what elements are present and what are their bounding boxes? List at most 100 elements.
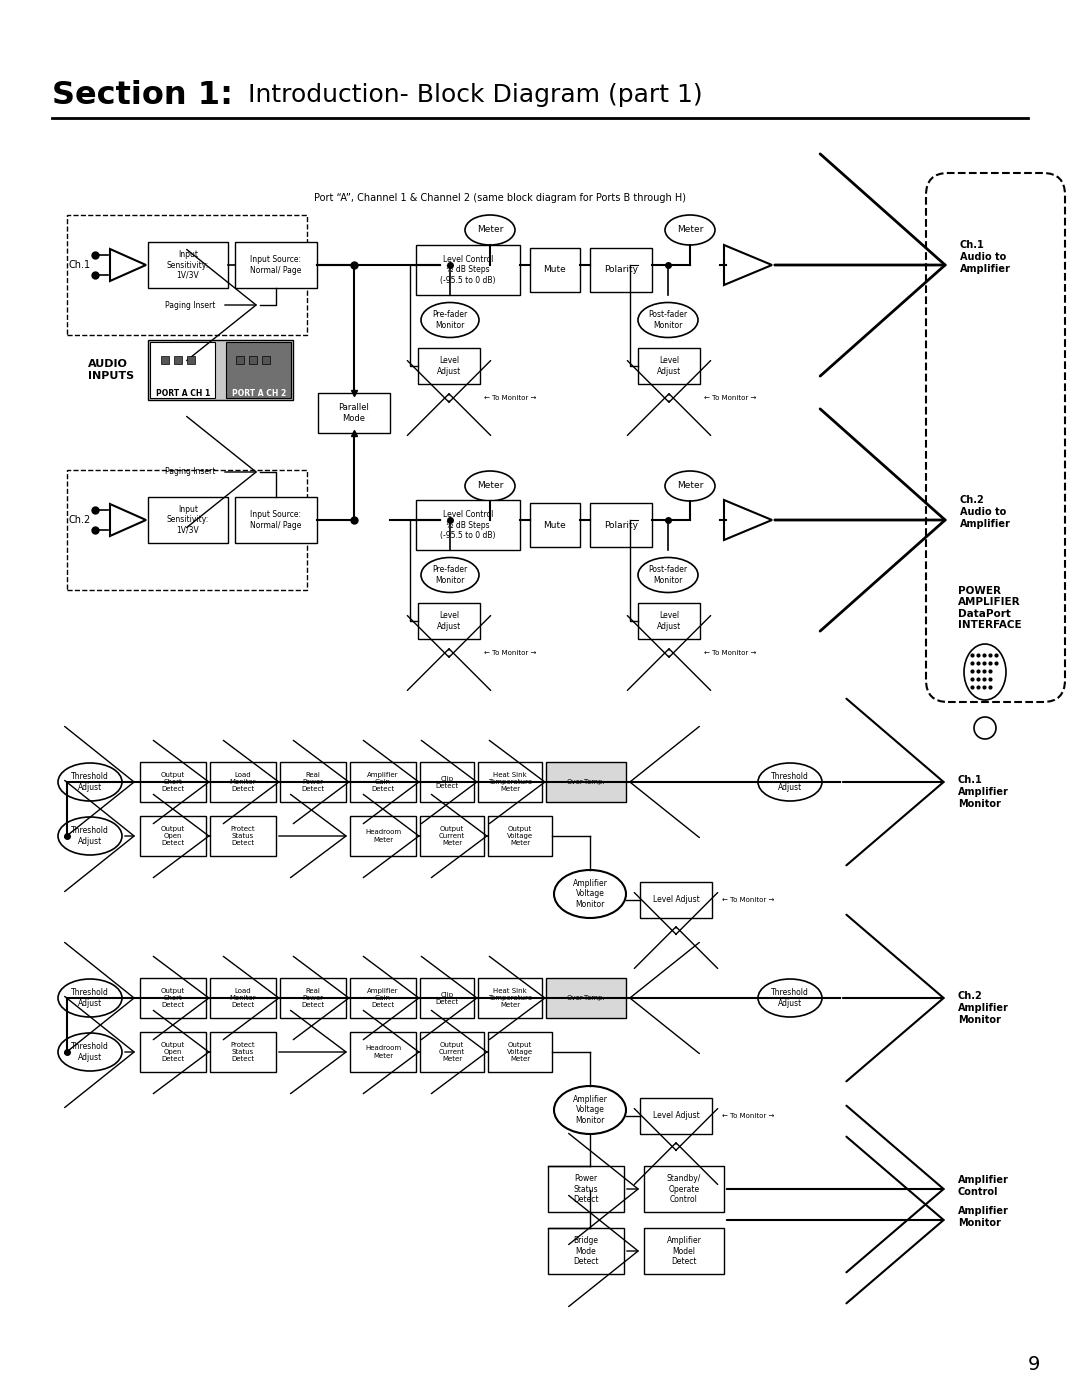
Text: Amplifier
Voltage
Monitor: Amplifier Voltage Monitor xyxy=(572,879,607,909)
Text: Headroom
Meter: Headroom Meter xyxy=(365,830,401,842)
Text: Polarity: Polarity xyxy=(604,265,638,274)
FancyBboxPatch shape xyxy=(210,978,276,1018)
FancyBboxPatch shape xyxy=(150,342,215,398)
Text: Threshold
Adjust: Threshold Adjust xyxy=(71,1042,109,1062)
Text: Meter: Meter xyxy=(476,225,503,235)
Text: Output
Open
Detect: Output Open Detect xyxy=(161,826,185,847)
Text: Standby/
Operate
Control: Standby/ Operate Control xyxy=(666,1173,701,1204)
FancyBboxPatch shape xyxy=(590,249,652,292)
Text: ← To Monitor →: ← To Monitor → xyxy=(484,395,536,401)
Text: Section 1:: Section 1: xyxy=(52,80,233,110)
FancyBboxPatch shape xyxy=(416,500,519,550)
Text: Output
Short
Detect: Output Short Detect xyxy=(161,773,185,792)
Text: Paging Insert: Paging Insert xyxy=(165,300,215,310)
Text: Input
Sensitivity:
1V/3V: Input Sensitivity: 1V/3V xyxy=(167,506,210,535)
Text: ← To Monitor →: ← To Monitor → xyxy=(704,395,756,401)
Text: Headroom
Meter: Headroom Meter xyxy=(365,1045,401,1059)
Text: PORT A CH 1: PORT A CH 1 xyxy=(156,388,211,398)
Text: POWER
AMPLIFIER
DataPort
INTERFACE: POWER AMPLIFIER DataPort INTERFACE xyxy=(958,585,1022,630)
FancyBboxPatch shape xyxy=(350,761,416,802)
Ellipse shape xyxy=(758,763,822,800)
Ellipse shape xyxy=(465,215,515,244)
Text: Level Control
½ dB Steps
(-95.5 to 0 dB): Level Control ½ dB Steps (-95.5 to 0 dB) xyxy=(441,510,496,539)
Ellipse shape xyxy=(964,644,1005,700)
Text: Level
Adjust: Level Adjust xyxy=(657,356,681,376)
FancyBboxPatch shape xyxy=(420,978,474,1018)
Text: Meter: Meter xyxy=(476,482,503,490)
FancyBboxPatch shape xyxy=(416,244,519,295)
Text: Threshold
Adjust: Threshold Adjust xyxy=(71,826,109,845)
FancyBboxPatch shape xyxy=(280,761,346,802)
Text: Polarity: Polarity xyxy=(604,521,638,529)
Ellipse shape xyxy=(554,1085,626,1134)
FancyBboxPatch shape xyxy=(640,1098,712,1134)
FancyBboxPatch shape xyxy=(530,503,580,548)
Text: Level Adjust: Level Adjust xyxy=(652,895,700,904)
FancyBboxPatch shape xyxy=(210,816,276,856)
Ellipse shape xyxy=(58,817,122,855)
Text: Ch.2
Amplifier
Monitor: Ch.2 Amplifier Monitor xyxy=(958,992,1009,1024)
Text: ← To Monitor →: ← To Monitor → xyxy=(484,650,536,657)
Text: Amplifier
Voltage
Monitor: Amplifier Voltage Monitor xyxy=(572,1095,607,1125)
FancyBboxPatch shape xyxy=(478,761,542,802)
Polygon shape xyxy=(110,504,146,536)
Ellipse shape xyxy=(758,979,822,1017)
Text: Load
Monitor
Detect: Load Monitor Detect xyxy=(230,988,256,1009)
Bar xyxy=(237,356,244,365)
Text: Amplifier
Monitor: Amplifier Monitor xyxy=(958,1206,1009,1228)
Ellipse shape xyxy=(554,870,626,918)
Text: Level
Adjust: Level Adjust xyxy=(657,612,681,630)
FancyBboxPatch shape xyxy=(420,761,474,802)
FancyBboxPatch shape xyxy=(644,1166,724,1213)
Text: Mute: Mute xyxy=(543,521,566,529)
Text: Clip
Detect: Clip Detect xyxy=(435,775,459,788)
Text: Mute: Mute xyxy=(543,265,566,274)
Text: Over-Temp.: Over-Temp. xyxy=(567,780,605,785)
Bar xyxy=(262,356,270,365)
Text: Load
Monitor
Detect: Load Monitor Detect xyxy=(230,773,256,792)
FancyBboxPatch shape xyxy=(488,1032,552,1071)
Text: Power
Status
Detect: Power Status Detect xyxy=(573,1173,598,1204)
Polygon shape xyxy=(110,249,146,281)
FancyBboxPatch shape xyxy=(210,761,276,802)
Text: Ch.2: Ch.2 xyxy=(69,515,91,525)
Text: Level Control
½ dB Steps
(-95.5 to 0 dB): Level Control ½ dB Steps (-95.5 to 0 dB) xyxy=(441,256,496,285)
FancyBboxPatch shape xyxy=(350,1032,416,1071)
FancyBboxPatch shape xyxy=(546,978,626,1018)
FancyBboxPatch shape xyxy=(148,497,228,543)
Polygon shape xyxy=(724,244,772,285)
FancyBboxPatch shape xyxy=(546,761,626,802)
Text: Heat Sink
Temperature
Meter: Heat Sink Temperature Meter xyxy=(488,988,532,1009)
FancyBboxPatch shape xyxy=(140,978,206,1018)
Text: Post-fader
Monitor: Post-fader Monitor xyxy=(648,310,688,330)
Text: ← To Monitor →: ← To Monitor → xyxy=(721,1113,774,1119)
Text: Over-Temp.: Over-Temp. xyxy=(567,995,605,1002)
Text: Input Source:
Normal/ Page: Input Source: Normal/ Page xyxy=(251,256,301,275)
FancyBboxPatch shape xyxy=(140,816,206,856)
FancyBboxPatch shape xyxy=(210,1032,276,1071)
Text: Level Adjust: Level Adjust xyxy=(652,1112,700,1120)
Ellipse shape xyxy=(58,1032,122,1071)
FancyBboxPatch shape xyxy=(418,348,480,384)
Text: Output
Current
Meter: Output Current Meter xyxy=(438,826,465,847)
Text: ← To Monitor →: ← To Monitor → xyxy=(704,650,756,657)
Text: Ch.1
Audio to
Amplifier: Ch.1 Audio to Amplifier xyxy=(960,240,1011,274)
Text: Output
Open
Detect: Output Open Detect xyxy=(161,1042,185,1062)
Text: Threshold
Adjust: Threshold Adjust xyxy=(771,988,809,1007)
Text: Meter: Meter xyxy=(677,225,703,235)
Text: Output
Current
Meter: Output Current Meter xyxy=(438,1042,465,1062)
Text: Post-fader
Monitor: Post-fader Monitor xyxy=(648,566,688,585)
Bar xyxy=(174,356,183,365)
FancyBboxPatch shape xyxy=(140,761,206,802)
Ellipse shape xyxy=(638,303,698,338)
Text: Threshold
Adjust: Threshold Adjust xyxy=(71,988,109,1007)
FancyBboxPatch shape xyxy=(318,393,390,433)
FancyBboxPatch shape xyxy=(140,1032,206,1071)
FancyBboxPatch shape xyxy=(235,497,318,543)
Text: Protect
Status
Detect: Protect Status Detect xyxy=(231,1042,255,1062)
Text: Meter: Meter xyxy=(677,482,703,490)
Text: Output
Voltage
Meter: Output Voltage Meter xyxy=(507,826,534,847)
Ellipse shape xyxy=(665,215,715,244)
Ellipse shape xyxy=(638,557,698,592)
Text: Introduction- Block Diagram (part 1): Introduction- Block Diagram (part 1) xyxy=(240,82,703,108)
